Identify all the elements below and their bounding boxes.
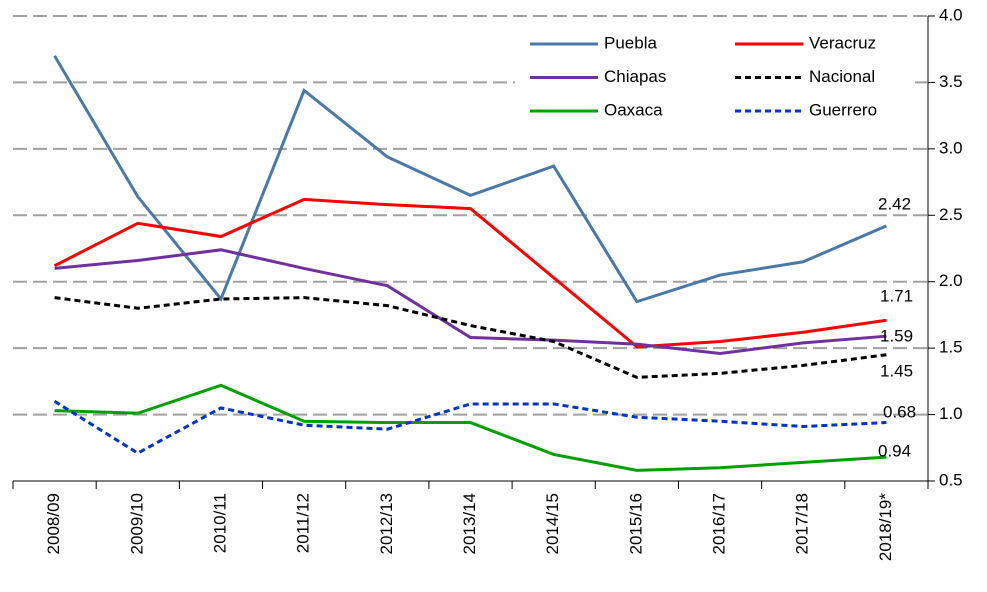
- x-tick-label: 2008/09: [44, 493, 63, 554]
- series-line: [53, 400, 887, 455]
- data-label: 2.42: [878, 194, 911, 213]
- y-tick-label: 2.5: [939, 205, 963, 224]
- x-tick-label: 2014/15: [543, 493, 562, 554]
- data-label: 1.71: [880, 286, 913, 305]
- data-label: 1.59: [880, 326, 913, 345]
- legend-label: Veracruz: [809, 33, 876, 52]
- series-line: [53, 55, 888, 304]
- y-tick-label: 1.0: [939, 404, 963, 423]
- legend-label: Puebla: [604, 33, 657, 52]
- series-line: [54, 383, 887, 472]
- x-tick-label: 2016/17: [710, 493, 729, 554]
- x-tick-label: 2012/13: [377, 493, 396, 554]
- x-tick-label: 2011/12: [294, 493, 313, 553]
- y-tick-label: 4.0: [939, 5, 963, 24]
- series-line: [54, 248, 887, 355]
- x-tick-label: 2015/16: [626, 493, 645, 554]
- legend-label: Nacional: [809, 67, 875, 86]
- y-tick-label: 1.5: [939, 338, 963, 357]
- data-label: 0.68: [883, 402, 916, 421]
- series-line: [53, 197, 887, 349]
- x-tick-label: 2017/18: [793, 493, 812, 554]
- legend-label: Oaxaca: [604, 100, 663, 119]
- y-tick-label: 3.0: [939, 138, 963, 157]
- x-tick-label: 2009/10: [127, 493, 146, 554]
- y-tick-label: 3.5: [939, 72, 963, 91]
- x-tick-label: 2010/11: [210, 493, 229, 553]
- data-label: 1.45: [880, 361, 913, 380]
- legend-label: Guerrero: [809, 100, 877, 119]
- x-tick-label: 2018/19*: [876, 493, 895, 561]
- x-tick-label: 2013/14: [460, 493, 479, 554]
- data-label: 0.94: [878, 441, 911, 460]
- y-tick-label: 0.5: [939, 470, 963, 489]
- y-tick-label: 2.0: [939, 271, 963, 290]
- legend-label: Chiapas: [604, 67, 666, 86]
